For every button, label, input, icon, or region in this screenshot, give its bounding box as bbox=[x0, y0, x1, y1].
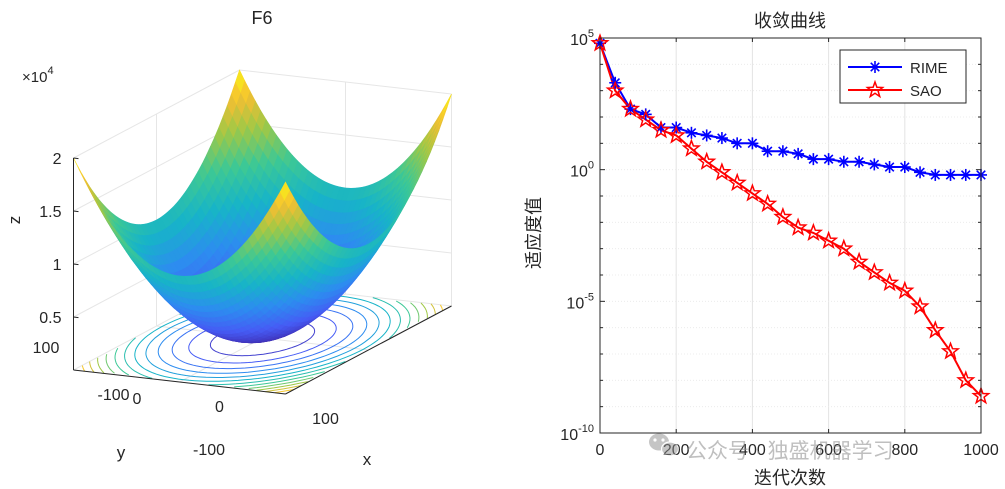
legend-label-rime: RIME bbox=[910, 60, 948, 77]
surface-mesh bbox=[73, 69, 452, 344]
surface-y-axis-label: y bbox=[117, 443, 126, 462]
data-point-sao bbox=[727, 172, 747, 192]
data-point-sao bbox=[834, 238, 854, 257]
data-point-rime bbox=[853, 155, 866, 168]
x-tick-label: 400 bbox=[739, 442, 766, 459]
z-tick-label: 1.5 bbox=[39, 204, 61, 221]
convergence-y-tick-labels: 10-10 10-5 100 105 bbox=[560, 28, 594, 444]
data-point-sao bbox=[895, 280, 915, 300]
z-exponent-base: ×10 bbox=[22, 69, 47, 86]
data-point-sao bbox=[742, 183, 763, 202]
convergence-y-axis-label: 适应度值 bbox=[524, 197, 545, 269]
data-point-rime bbox=[700, 129, 713, 142]
wechat-icon bbox=[649, 433, 680, 457]
data-point-rime bbox=[837, 155, 850, 168]
y-tick-label: 100 bbox=[570, 160, 594, 181]
surface-title: F6 bbox=[251, 8, 272, 28]
data-point-rime bbox=[822, 153, 835, 166]
surface-z-exponent-label: ×104 bbox=[22, 65, 54, 86]
data-point-rime bbox=[914, 166, 927, 179]
data-point-sao bbox=[605, 80, 625, 99]
y-tick-label: 105 bbox=[570, 28, 594, 49]
data-point-rime bbox=[868, 158, 881, 171]
data-point-rime bbox=[959, 168, 972, 181]
legend-box bbox=[839, 49, 967, 104]
data-point-sao bbox=[788, 217, 808, 236]
y-tick-label: 100 bbox=[33, 340, 60, 357]
x-tick-label: 100 bbox=[312, 411, 339, 428]
x-tick-label: 1000 bbox=[963, 442, 999, 459]
legend-marker-sao bbox=[865, 79, 885, 99]
data-point-rime bbox=[929, 168, 942, 181]
data-point-rime bbox=[715, 132, 728, 145]
data-point-sao bbox=[910, 296, 930, 315]
data-point-sao bbox=[818, 230, 839, 249]
z-exponent-power: 4 bbox=[47, 65, 53, 77]
surface-x-axis-label: x bbox=[363, 450, 372, 469]
data-point-rime bbox=[776, 145, 789, 158]
x-tick-label: 600 bbox=[815, 442, 842, 459]
watermark-text: 公众号 · 独盛机器学习 bbox=[686, 440, 894, 463]
data-point-rime bbox=[761, 145, 774, 158]
plot-area bbox=[600, 38, 981, 433]
surface-axes bbox=[73, 157, 452, 395]
data-point-sao bbox=[956, 370, 976, 389]
y-tick-label: 10-10 bbox=[560, 423, 594, 444]
data-point-sao bbox=[925, 320, 945, 339]
data-point-sao bbox=[666, 125, 686, 144]
legend-label-sao: SAO bbox=[910, 83, 942, 100]
z-tick-label: 1 bbox=[53, 257, 62, 274]
legend-marker-rime bbox=[869, 61, 881, 73]
data-point-sao bbox=[651, 120, 671, 139]
data-point-sao bbox=[712, 162, 732, 181]
legend: RIME SAO bbox=[839, 49, 967, 104]
data-point-rime bbox=[685, 126, 698, 139]
data-point-sao bbox=[757, 193, 778, 213]
data-point-sao bbox=[773, 206, 793, 226]
data-point-rime bbox=[746, 137, 759, 150]
data-point-rime bbox=[731, 137, 744, 150]
convergence-ticks bbox=[599, 37, 982, 434]
data-point-rime bbox=[898, 161, 911, 174]
svg-text:×104: ×104 bbox=[22, 65, 54, 86]
data-point-sao bbox=[636, 109, 656, 128]
z-tick-label: 2 bbox=[53, 151, 62, 168]
watermark: 公众号 · 独盛机器学习 bbox=[649, 433, 894, 463]
convergence-x-axis-label: 迭代次数 bbox=[754, 468, 826, 489]
x-tick-label: -100 bbox=[97, 387, 129, 404]
z-tick-label: 0.5 bbox=[39, 310, 61, 327]
x-tick-label: 0 bbox=[215, 399, 224, 416]
y-tick-label: -100 bbox=[193, 442, 225, 459]
data-point-sao bbox=[620, 98, 641, 118]
data-point-rime bbox=[883, 161, 896, 174]
data-point-rime bbox=[792, 147, 805, 160]
convergence-title: 收敛曲线 bbox=[754, 11, 826, 32]
data-point-sao bbox=[803, 222, 824, 242]
x-tick-label: 0 bbox=[596, 442, 605, 459]
data-point-sao bbox=[879, 272, 900, 292]
data-point-sao bbox=[849, 251, 869, 271]
data-point-sao bbox=[864, 262, 884, 281]
y-tick-label: 10-5 bbox=[566, 291, 594, 312]
data-point-rime bbox=[807, 153, 820, 166]
data-point-sao bbox=[940, 341, 961, 360]
surface-z-axis-label: z bbox=[5, 216, 24, 225]
data-point-sao bbox=[697, 151, 717, 170]
x-tick-label: 800 bbox=[891, 442, 918, 459]
data-point-rime bbox=[944, 168, 957, 181]
plot-area-border bbox=[599, 37, 982, 434]
data-point-sao bbox=[681, 138, 702, 157]
y-tick-label: 0 bbox=[133, 391, 142, 408]
